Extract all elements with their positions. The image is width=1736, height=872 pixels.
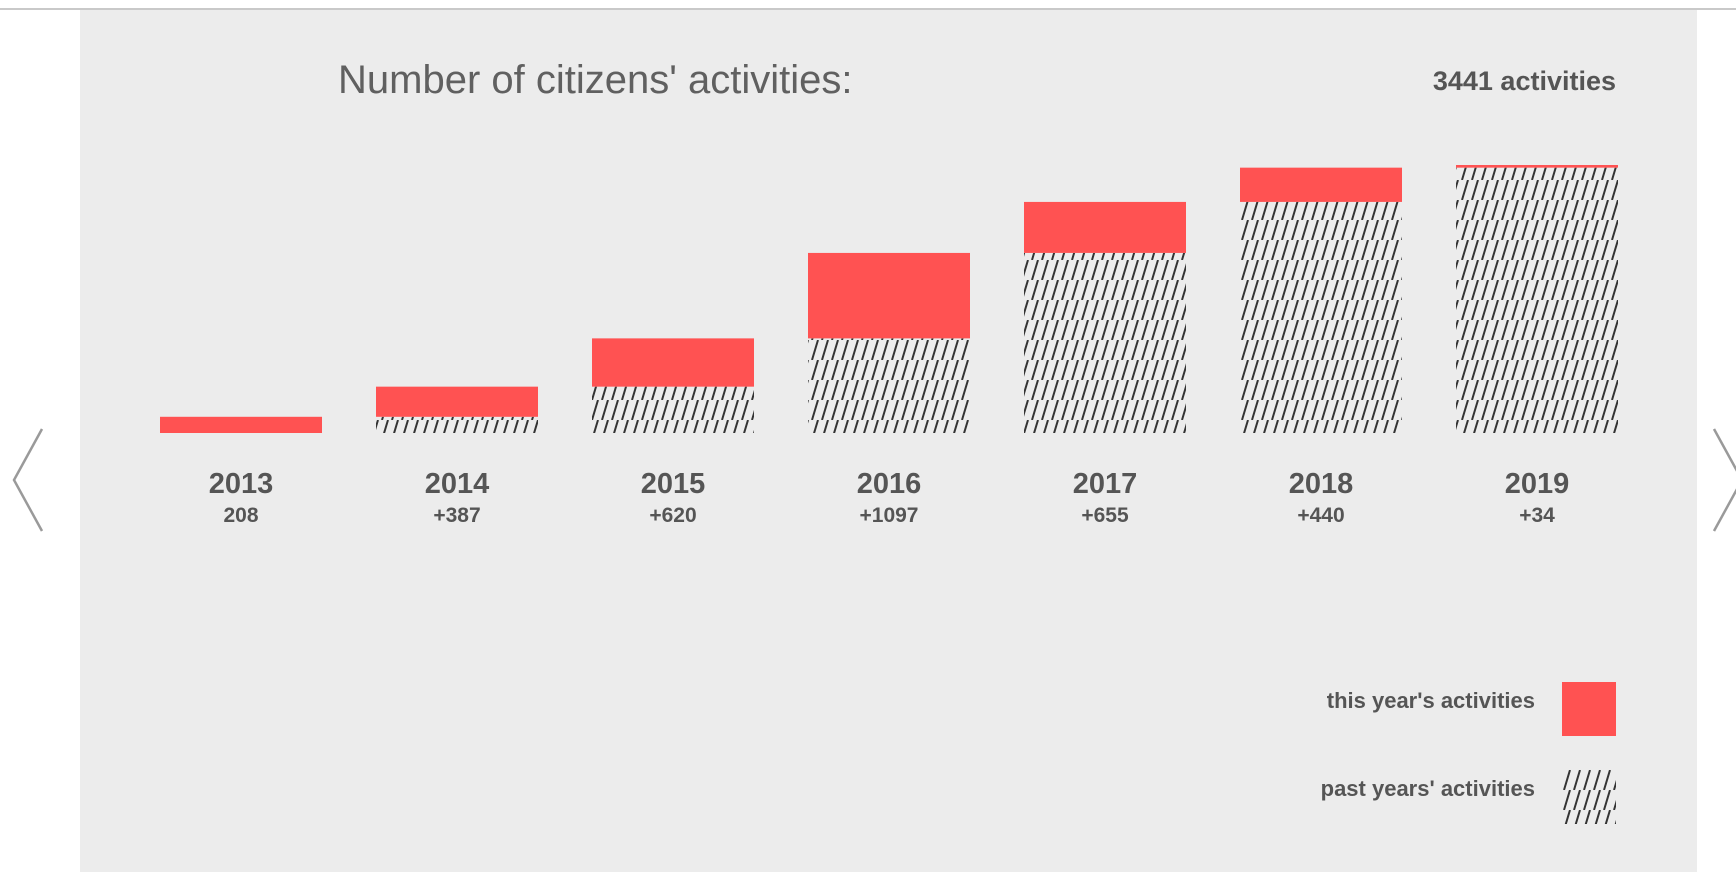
year-label-2016: 2016 xyxy=(857,468,922,500)
year-label-2018: 2018 xyxy=(1289,468,1354,500)
increment-label-2014: +387 xyxy=(433,504,480,527)
bar-current-2019 xyxy=(1456,165,1618,168)
increment-label-2015: +620 xyxy=(649,504,696,527)
increment-label-2018: +440 xyxy=(1297,504,1344,527)
bar-past-2014 xyxy=(376,416,538,433)
legend-past-label: past years' activities xyxy=(1320,776,1535,801)
bar-past-2017 xyxy=(1024,252,1186,433)
bar-current-2018 xyxy=(1240,167,1402,202)
year-label-2013: 2013 xyxy=(209,468,274,500)
previous-arrow-icon[interactable] xyxy=(8,425,48,535)
next-arrow-icon[interactable] xyxy=(1708,425,1736,535)
legend-current-swatch xyxy=(1562,682,1616,736)
top-divider xyxy=(0,8,1736,10)
year-label-2015: 2015 xyxy=(641,468,706,500)
bar-past-2016 xyxy=(808,338,970,433)
bar-past-2015 xyxy=(592,386,754,433)
bar-current-2015 xyxy=(592,338,754,387)
year-label-2019: 2019 xyxy=(1505,468,1570,500)
chart-panel xyxy=(80,10,1697,872)
increment-label-2016: +1097 xyxy=(860,504,919,527)
bar-past-2019 xyxy=(1456,167,1618,433)
chart-title: Number of citizens' activities: xyxy=(338,58,853,102)
increment-label-2019: +34 xyxy=(1519,504,1555,527)
bar-current-2016 xyxy=(808,252,970,339)
total-activities: 3441 activities xyxy=(1432,66,1616,96)
increment-label-2017: +655 xyxy=(1081,504,1129,527)
bar-past-2018 xyxy=(1240,201,1402,433)
year-label-2017: 2017 xyxy=(1073,468,1138,500)
bar-current-2014 xyxy=(376,386,538,417)
bar-current-2017 xyxy=(1024,201,1186,253)
increment-label-2013: 208 xyxy=(223,504,258,527)
legend-past-swatch xyxy=(1562,770,1616,824)
legend-current-label: this year's activities xyxy=(1326,688,1535,713)
year-label-2014: 2014 xyxy=(425,468,490,500)
bar-current-2013 xyxy=(160,416,322,433)
